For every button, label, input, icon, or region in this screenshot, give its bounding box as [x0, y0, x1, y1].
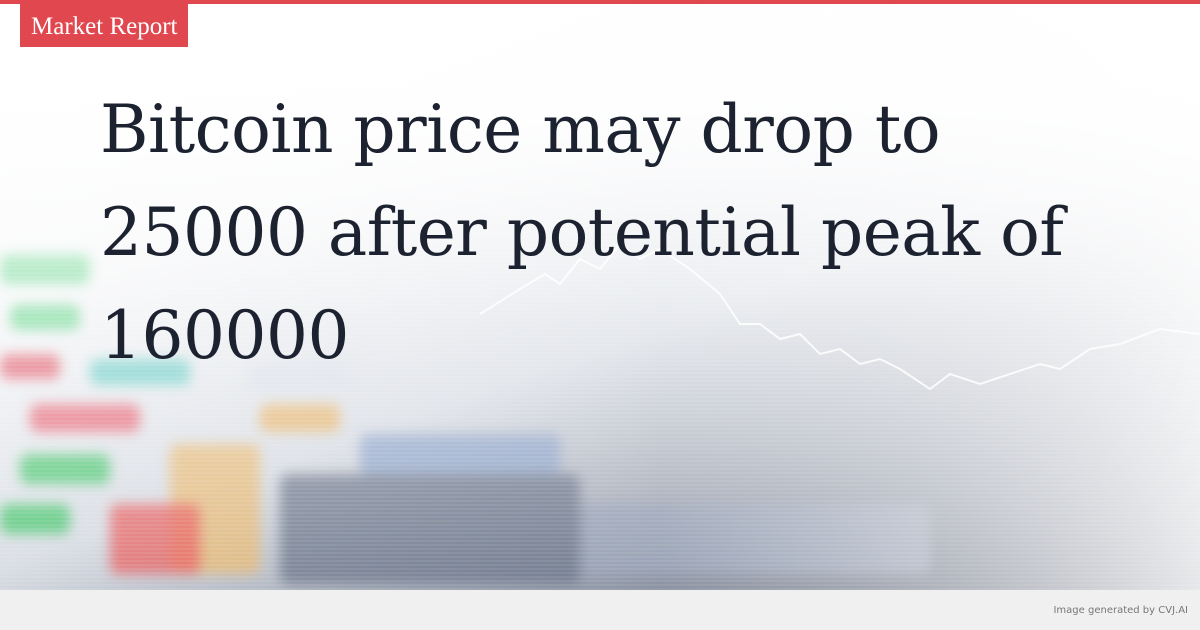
headline: Bitcoin price may drop to 25000 after po… — [100, 91, 1064, 374]
scanline-overlay — [0, 4, 1200, 590]
white-gradient-overlay — [0, 4, 1200, 590]
footer: Image generated by CVJ.AI — [0, 590, 1200, 630]
background-image — [0, 4, 1200, 590]
image-credit: Image generated by CVJ.AI — [1053, 605, 1188, 616]
category-badge: Market Report — [20, 4, 189, 47]
accent-bar — [0, 0, 1200, 4]
